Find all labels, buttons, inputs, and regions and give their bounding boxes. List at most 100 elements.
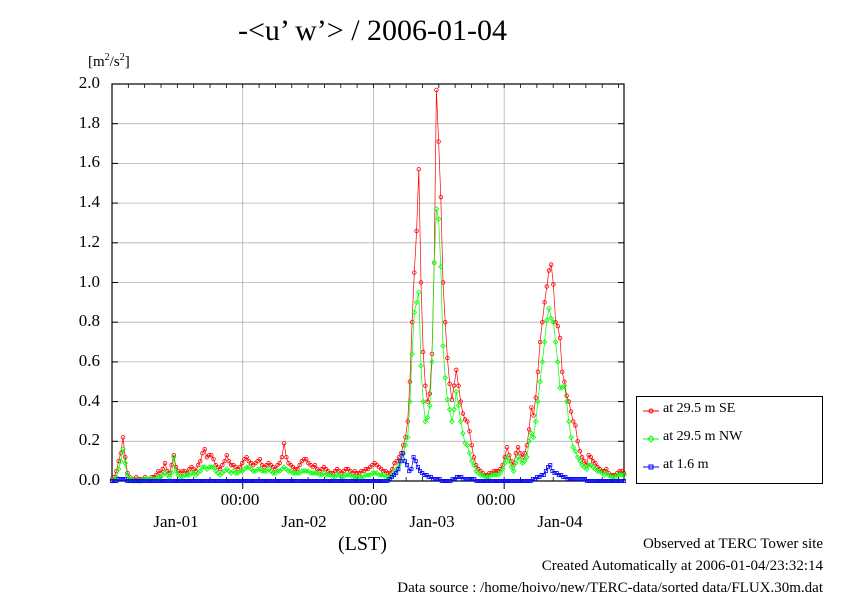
data-point xyxy=(201,478,206,483)
data-point xyxy=(266,478,271,483)
data-point xyxy=(170,478,175,483)
data-point xyxy=(418,363,424,369)
data-point xyxy=(593,460,598,466)
chart-title: -<u’ w’> / 2006-01-04 xyxy=(237,14,508,47)
data-point xyxy=(434,87,439,93)
data-point xyxy=(136,478,141,483)
data-point xyxy=(540,320,545,325)
data-point xyxy=(173,468,179,474)
data-point xyxy=(515,478,520,483)
data-point xyxy=(587,478,592,483)
data-point xyxy=(389,472,396,478)
data-point xyxy=(497,470,504,476)
data-point xyxy=(149,478,154,483)
data-point xyxy=(572,477,577,482)
data-point xyxy=(602,478,607,483)
y-unit-label: [m2/s2] xyxy=(88,52,130,70)
data-point xyxy=(451,383,457,388)
data-point xyxy=(166,478,171,483)
data-point xyxy=(194,478,199,483)
data-point xyxy=(502,454,508,460)
data-point xyxy=(522,478,527,483)
data-point xyxy=(363,472,369,478)
y-tick-label: 0.6 xyxy=(78,350,100,370)
data-point xyxy=(164,478,169,483)
data-point xyxy=(211,456,216,462)
data-point xyxy=(127,478,132,483)
data-point xyxy=(320,478,325,483)
data-point xyxy=(404,434,411,441)
data-point xyxy=(517,478,522,483)
x-tick-date-1: Jan-01 xyxy=(153,512,199,531)
data-point xyxy=(555,359,561,365)
data-point xyxy=(619,478,624,483)
data-point xyxy=(600,478,605,483)
data-point xyxy=(264,478,269,483)
data-point xyxy=(237,478,242,483)
data-point xyxy=(203,478,208,483)
data-point xyxy=(290,478,295,483)
data-point xyxy=(491,478,496,483)
data-point xyxy=(533,395,538,400)
data-point xyxy=(303,468,309,474)
data-point xyxy=(383,478,388,483)
data-point xyxy=(310,470,316,476)
data-point xyxy=(381,478,386,483)
data-point xyxy=(476,478,481,483)
data-point xyxy=(378,472,385,478)
data-point xyxy=(435,216,442,222)
data-point xyxy=(449,418,455,425)
data-point xyxy=(153,478,158,483)
data-point xyxy=(445,355,450,361)
data-point xyxy=(240,460,245,466)
data-point xyxy=(207,478,212,483)
data-point xyxy=(379,478,384,483)
data-point xyxy=(513,451,519,456)
legend-marker-circle-icon xyxy=(643,408,659,414)
legend-label-nw: at 29.5 m NW xyxy=(663,429,743,444)
data-point xyxy=(206,464,212,470)
data-point xyxy=(470,477,475,482)
data-point xyxy=(345,472,351,478)
data-point xyxy=(570,444,577,451)
data-point xyxy=(530,477,535,482)
data-point xyxy=(474,478,479,483)
data-point xyxy=(254,466,261,472)
data-point xyxy=(160,466,165,472)
data-point xyxy=(290,470,296,476)
data-point xyxy=(361,478,366,483)
data-point xyxy=(488,472,495,478)
data-point xyxy=(171,452,176,458)
data-point xyxy=(566,418,572,425)
data-point xyxy=(422,473,427,478)
data-point xyxy=(250,468,257,474)
x-tick-time-3: 00:00 xyxy=(476,490,516,509)
data-point xyxy=(294,478,299,483)
data-point xyxy=(365,472,371,478)
data-point xyxy=(301,456,307,462)
data-point xyxy=(123,454,128,460)
data-point xyxy=(502,460,508,466)
data-point xyxy=(217,466,223,472)
data-point xyxy=(369,470,376,476)
data-point xyxy=(457,418,464,425)
data-point xyxy=(441,478,446,483)
series-line-1 xyxy=(111,209,624,482)
data-point xyxy=(363,478,368,483)
data-point xyxy=(334,472,340,478)
data-point xyxy=(507,478,512,483)
data-point xyxy=(197,468,204,474)
data-point xyxy=(565,477,570,482)
data-point xyxy=(292,478,297,483)
data-point xyxy=(594,468,601,474)
data-point xyxy=(142,478,147,483)
data-point xyxy=(195,462,201,468)
data-point xyxy=(298,478,303,483)
x-tick-date-4: Jan-04 xyxy=(537,512,583,531)
data-point xyxy=(261,468,268,474)
data-point xyxy=(214,478,219,483)
data-point xyxy=(218,478,223,483)
data-point xyxy=(487,478,492,483)
data-point xyxy=(611,478,616,483)
data-point xyxy=(454,475,459,480)
